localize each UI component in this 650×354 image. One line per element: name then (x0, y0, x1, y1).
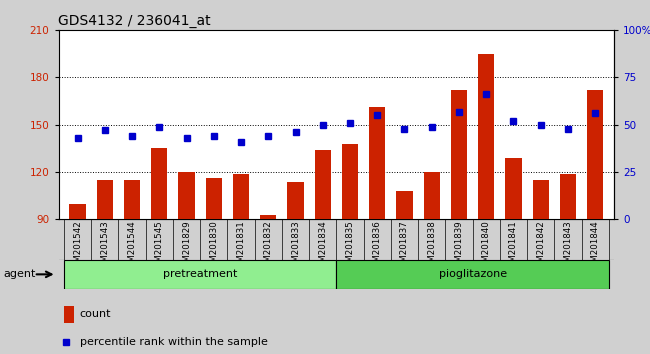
Bar (70, 204, 86, 354)
Text: GSM201543: GSM201543 (100, 220, 109, 273)
Bar (587, 90, 603, 354)
Text: GSM201544: GSM201544 (127, 220, 136, 273)
Text: GSM201844: GSM201844 (591, 220, 600, 273)
Bar (337, 260, 609, 289)
Text: GSM201545: GSM201545 (155, 220, 164, 273)
Text: GSM201841: GSM201841 (509, 220, 518, 273)
Text: GSM201842: GSM201842 (536, 220, 545, 273)
Bar (178, 172, 195, 354)
Bar (64, 260, 337, 289)
Text: GSM201838: GSM201838 (427, 220, 436, 273)
Text: percentile rank within the sample: percentile rank within the sample (79, 337, 268, 347)
Text: GSM201542: GSM201542 (73, 220, 82, 273)
Text: agent: agent (3, 269, 36, 279)
Text: GSM201839: GSM201839 (454, 220, 463, 273)
Text: GSM201840: GSM201840 (482, 220, 491, 273)
Bar (205, 178, 222, 354)
Text: GSM201837: GSM201837 (400, 220, 409, 273)
Text: GSM201829: GSM201829 (182, 220, 191, 273)
Bar (315, 150, 331, 354)
Bar (151, 148, 168, 354)
Bar (342, 144, 358, 354)
Text: pioglitazone: pioglitazone (439, 269, 506, 279)
Text: GSM201834: GSM201834 (318, 220, 327, 273)
Text: GSM201832: GSM201832 (264, 220, 273, 273)
Bar (233, 174, 249, 354)
Bar (424, 172, 440, 354)
Text: GSM201831: GSM201831 (237, 220, 246, 273)
Text: count: count (79, 309, 111, 319)
Text: GSM201836: GSM201836 (372, 220, 382, 273)
Bar (451, 90, 467, 354)
Bar (97, 180, 113, 354)
Bar (369, 107, 385, 354)
Bar (124, 180, 140, 354)
Text: GSM201830: GSM201830 (209, 220, 218, 273)
Bar (287, 182, 304, 354)
Text: GSM201835: GSM201835 (346, 220, 354, 273)
Text: pretreatment: pretreatment (163, 269, 237, 279)
Bar (260, 215, 276, 354)
Text: GDS4132 / 236041_at: GDS4132 / 236041_at (58, 14, 211, 28)
Bar (505, 158, 522, 354)
Text: GSM201843: GSM201843 (564, 220, 573, 273)
Bar (64, 306, 74, 323)
Text: GSM201833: GSM201833 (291, 220, 300, 273)
Bar (532, 180, 549, 354)
Bar (560, 174, 576, 354)
Bar (396, 191, 413, 354)
Bar (478, 54, 495, 354)
